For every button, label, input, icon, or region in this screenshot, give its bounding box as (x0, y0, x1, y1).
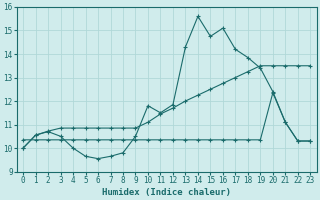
X-axis label: Humidex (Indice chaleur): Humidex (Indice chaleur) (102, 188, 231, 197)
